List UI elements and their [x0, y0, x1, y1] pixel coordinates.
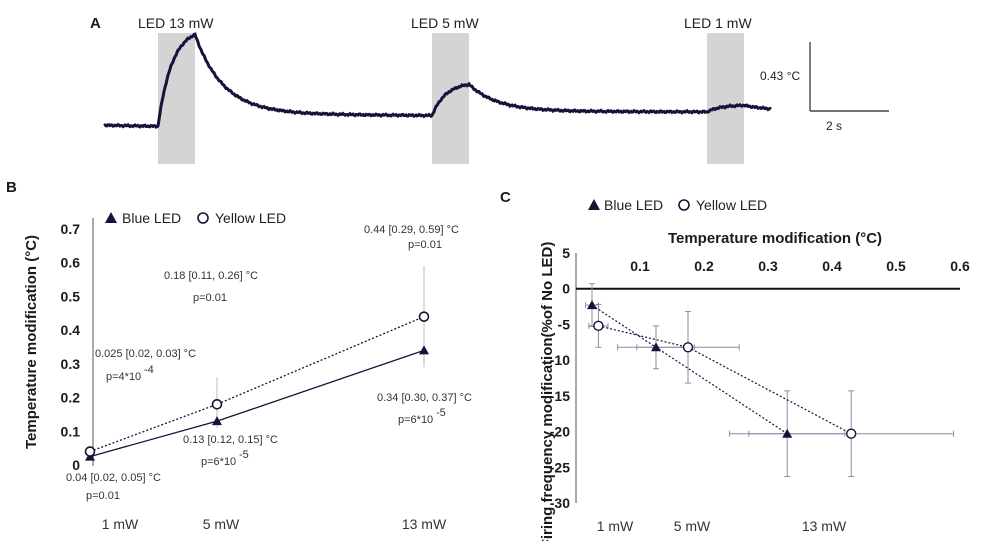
panel-b-y-tick-2: 0.2 [61, 390, 81, 406]
panel-b-point-yellow-led-2 [418, 311, 430, 322]
legend-c-label-blue-led: Blue LED [604, 197, 663, 213]
panel-c-point-yellow-led-0 [593, 320, 604, 332]
panel-c-point-blue-led-2 [782, 428, 793, 438]
panel-c-point-yellow-led-2 [846, 428, 857, 439]
panel-b-y-tick-5: 0.5 [61, 288, 81, 304]
panel-b-point-blue-led-1 [212, 416, 222, 426]
panel-c-y-tick-3: -10 [550, 352, 570, 368]
annotation-blue-1mw-p: p=4*10 [106, 371, 141, 383]
panel-c-point-blue-led-0 [587, 300, 597, 310]
annotation-yellow-13mw-p: p=0.01 [408, 239, 442, 251]
led-label-13mw: LED 13 mW [138, 15, 214, 31]
panel-c-x-tick-4: 0.5 [886, 258, 906, 274]
panel-b-category-2: 13 mW [402, 516, 447, 532]
panel-b-point-blue-led-2 [419, 345, 429, 355]
panel-c-x-tick-0: 0.1 [630, 258, 650, 274]
panel-label-b: B [6, 179, 17, 196]
panel-c-point-yellow-led-1 [682, 342, 694, 353]
panel-b-y-tick-1: 0.1 [61, 423, 81, 439]
panel-c-category-1: 5 mW [674, 518, 711, 534]
panel-b-point-yellow-led-1 [211, 399, 223, 410]
panel-b-y-tick-4: 0.4 [61, 322, 81, 338]
legend-c-label-yellow-led: Yellow LED [696, 197, 767, 213]
panel-b-y-tick-0: 0 [72, 457, 80, 473]
annotation-yellow-5mw-p: p=0.01 [193, 292, 227, 304]
scale-bar-time-label: 2 s [826, 119, 842, 133]
panel-c-y-tick-2: -5 [558, 316, 571, 332]
panel-c-x-axis-label: Temperature modification (°C) [668, 230, 882, 247]
panel-c-y-tick-0: 5 [562, 245, 570, 261]
panel-b-y-axis-label: Temperature modification (°C) [23, 235, 40, 449]
led-label-1mw: LED 1 mW [684, 15, 752, 31]
panel-b-chart: Temperature modification (°C) 0 0.1 0.2 0.3… [23, 210, 472, 532]
annotation-blue-13mw-ci: 0.34 [0.30, 0.37] °C [377, 392, 472, 404]
panel-c-line-yellow-led [598, 325, 852, 435]
panel-b-line-yellow-led [89, 316, 425, 453]
annotation-blue-1mw-ci: 0.025 [0.02, 0.03] °C [95, 348, 196, 360]
panel-label-a: A [90, 15, 101, 32]
annotation-blue-5mw-p-exponent: -5 [239, 449, 249, 461]
panel-b-y-tick-6: 0.6 [61, 255, 81, 271]
panel-b-category-0: 1 mW [102, 516, 139, 532]
panel-c-y-axis-label: Firing frequency modification(%of No LED… [539, 242, 556, 541]
panel-c-x-tick-5: 0.6 [950, 258, 970, 274]
panel-c-y-tick-7: -30 [550, 495, 570, 511]
annotation-blue-1mw-p-exponent: -4 [144, 364, 154, 376]
panel-b-y-tick-3: 0.3 [61, 356, 81, 372]
legend-c-marker-blue-led [588, 199, 600, 210]
legend-label-blue-led: Blue LED [122, 210, 181, 226]
annotation-yellow-13mw-ci: 0.44 [0.29, 0.59] °C [364, 224, 459, 236]
panel-c-y-tick-5: -20 [550, 424, 570, 440]
legend-marker-blue-led [105, 212, 117, 223]
temperature-trace [103, 32, 772, 129]
panel-c-y-tick-1: 0 [562, 281, 570, 297]
scale-bar-temperature-label: 0.43 °C [760, 69, 800, 83]
panel-c-y-tick-6: -25 [550, 459, 570, 475]
panel-c-x-tick-3: 0.4 [822, 258, 842, 274]
panel-c-category-0: 1 mW [597, 518, 634, 534]
panel-c-category-2: 13 mW [802, 518, 847, 534]
annotation-blue-13mw-p: p=6*10 [398, 414, 433, 426]
led-period-1mw [707, 33, 744, 164]
led-label-5mw: LED 5 mW [411, 15, 479, 31]
panel-b-point-yellow-led-0 [84, 446, 96, 457]
annotation-yellow-5mw-ci: 0.18 [0.11, 0.26] °C [164, 270, 258, 282]
annotation-yellow-1mw-p: p=0.01 [86, 490, 120, 502]
panel-c-x-tick-1: 0.2 [694, 258, 714, 274]
annotation-blue-5mw-p: p=6*10 [201, 456, 236, 468]
panel-c-point-blue-led-1 [651, 342, 661, 352]
led-period-5mw [432, 33, 469, 164]
panel-b-y-tick-7: 0.7 [61, 221, 81, 237]
panel-b-category-1: 5 mW [203, 516, 240, 532]
annotation-yellow-1mw-ci: 0.04 [0.02, 0.05] °C [66, 472, 161, 484]
legend-c-marker-yellow-led [678, 199, 690, 211]
panel-c-chart: Blue LED Yellow LED Temperature modifica… [539, 197, 970, 541]
annotation-blue-13mw-p-exponent: -5 [436, 407, 446, 419]
legend-marker-yellow-led [197, 212, 209, 224]
panel-c-x-tick-2: 0.3 [758, 258, 778, 274]
panel-c-line-blue-led [591, 304, 788, 435]
panel-c-y-tick-4: -15 [550, 388, 570, 404]
annotation-blue-5mw-ci: 0.13 [0.12, 0.15] °C [183, 434, 278, 446]
panel-a-trace: LED 13 mW LED 5 mW LED 1 mW 0.43 °C 2 s [103, 15, 889, 164]
panel-label-c: C [500, 189, 511, 206]
legend-label-yellow-led: Yellow LED [215, 210, 286, 226]
